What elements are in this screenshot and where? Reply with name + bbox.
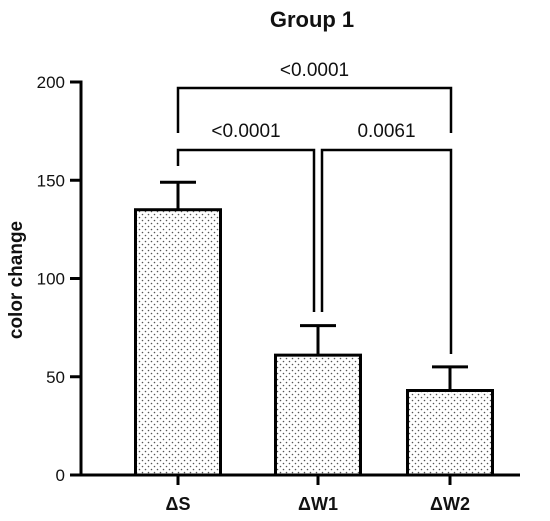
significance-label: <0.0001 [280, 60, 349, 81]
bar [274, 353, 362, 477]
significance-label: 0.0061 [357, 121, 415, 142]
bar [406, 389, 494, 477]
chart-title: Group 1 [270, 7, 354, 32]
plot-area: 0 50 100 150 200 ΔS ΔW1 ΔW2 <0.0001 <0.0001 0.0061 [37, 60, 520, 514]
y-tick-label: 150 [37, 171, 65, 190]
y-tick-label: 50 [46, 368, 65, 387]
significance-bracket [176, 86, 453, 133]
x-tick-label: ΔS [166, 494, 191, 514]
significance-bracket [176, 148, 316, 312]
bar [134, 208, 222, 477]
significance-bracket [320, 148, 453, 354]
y-tick-label: 0 [56, 466, 65, 485]
x-tick-label: ΔW2 [430, 494, 470, 514]
y-axis-label: color change [6, 221, 27, 339]
y-tick-label: 200 [37, 73, 65, 92]
y-tick-label: 100 [37, 270, 65, 289]
x-tick-label: ΔW1 [298, 494, 338, 514]
significance-label: <0.0001 [211, 121, 280, 142]
